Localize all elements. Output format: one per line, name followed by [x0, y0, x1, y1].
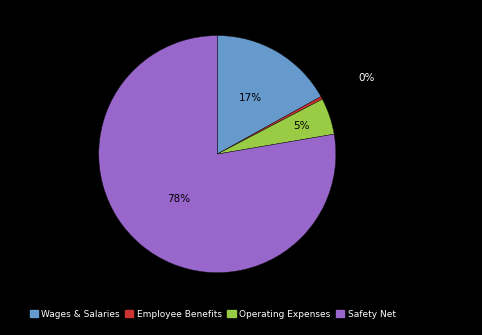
Wedge shape: [99, 36, 336, 273]
Text: 0%: 0%: [358, 73, 375, 83]
Wedge shape: [217, 96, 322, 154]
Text: 5%: 5%: [293, 121, 310, 131]
Text: 17%: 17%: [239, 93, 262, 103]
Text: 78%: 78%: [168, 194, 191, 204]
Wedge shape: [217, 99, 334, 154]
Wedge shape: [217, 36, 321, 154]
Legend: Wages & Salaries, Employee Benefits, Operating Expenses, Safety Net: Wages & Salaries, Employee Benefits, Ope…: [26, 306, 399, 322]
